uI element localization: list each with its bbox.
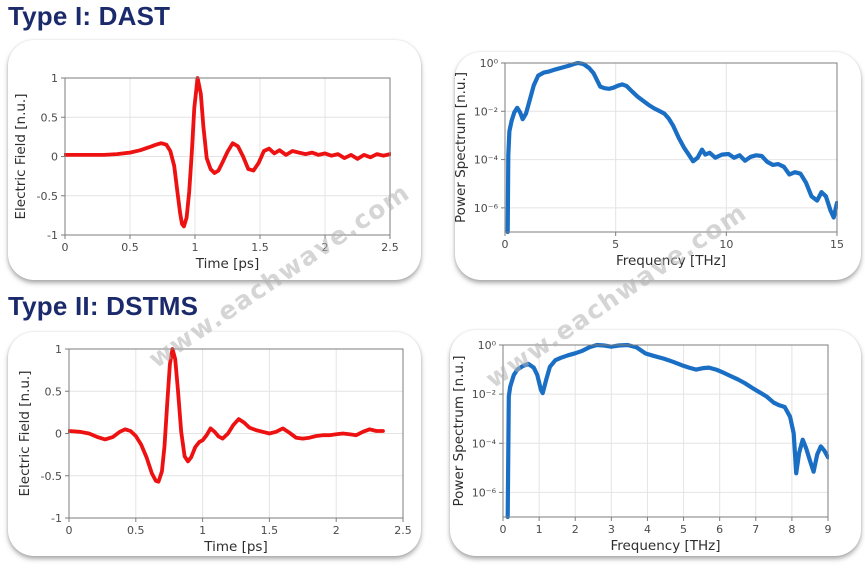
svg-text:0: 0: [502, 238, 509, 251]
svg-text:1.5: 1.5: [251, 241, 269, 254]
svg-text:5: 5: [612, 238, 619, 251]
grid-lines: [502, 344, 829, 517]
svg-text:0: 0: [66, 524, 73, 537]
svg-text:10: 10: [719, 238, 733, 251]
svg-text:10⁻²: 10⁻²: [474, 105, 498, 118]
tick-labels: 0 1 2 3 4 5 6 7 8 9 10⁰ 10⁻² 10⁻⁴ 10⁻⁶: [472, 339, 832, 536]
svg-text:0.5: 0.5: [121, 241, 139, 254]
y-axis-label: Electric Field [n.u.]: [17, 371, 33, 497]
svg-text:1: 1: [55, 343, 62, 356]
chart-dstms-power-spectrum: 0 1 2 3 4 5 6 7 8 9 10⁰ 10⁻² 10⁻⁴ 10⁻⁶ Frequency [THz]…: [451, 339, 832, 554]
svg-text:-1: -1: [51, 512, 62, 525]
tick-marks: [65, 348, 404, 522]
svg-text:-0.5: -0.5: [41, 470, 62, 483]
svg-text:7: 7: [752, 523, 759, 536]
svg-text:8: 8: [788, 523, 795, 536]
svg-text:0.5: 0.5: [127, 524, 145, 537]
dast-power-spectrum-trace: [505, 60, 838, 234]
chart-dast-time-waveform: 0 0.5 1 1.5 2 2.5 -1 -0.5 0 0.5 1 Time [ps] Electric…: [13, 72, 399, 272]
svg-text:0: 0: [500, 523, 507, 536]
section-title-dstms: Type II: DSTMS: [8, 291, 199, 321]
svg-text:-0.5: -0.5: [37, 190, 58, 203]
svg-text:10⁻⁴: 10⁻⁴: [474, 154, 499, 167]
card-dstms-spectrum: 0 1 2 3 4 5 6 7 8 9 10⁰ 10⁻² 10⁻⁴ 10⁻⁶ Frequency [THz]…: [450, 330, 861, 556]
svg-text:9: 9: [825, 523, 832, 536]
tick-marks: [501, 62, 838, 236]
svg-text:10⁻⁶: 10⁻⁶: [472, 486, 497, 499]
card-dast-spectrum: 0 5 10 15 10⁰ 10⁻² 10⁻⁴ 10⁻⁶ Frequency [THz] Powe…: [455, 52, 861, 280]
axes-box: [502, 344, 829, 518]
svg-text:2: 2: [322, 241, 329, 254]
svg-text:2: 2: [333, 524, 340, 537]
svg-text:15: 15: [830, 238, 844, 251]
svg-text:10⁻²: 10⁻²: [472, 388, 496, 401]
svg-text:6: 6: [716, 523, 723, 536]
svg-text:10⁻⁶: 10⁻⁶: [474, 202, 499, 215]
x-axis-label: Time [ps]: [203, 539, 267, 555]
svg-text:1: 1: [536, 523, 543, 536]
svg-text:3: 3: [608, 523, 615, 536]
svg-text:1: 1: [51, 72, 58, 85]
svg-text:10⁰: 10⁰: [478, 339, 497, 352]
svg-text:0: 0: [62, 241, 69, 254]
dast-time-waveform-trace: [64, 76, 391, 229]
svg-text:2: 2: [572, 523, 579, 536]
card-dast-time: 0 0.5 1 1.5 2 2.5 -1 -0.5 0 0.5 1 Time [ps] Electric…: [8, 40, 421, 280]
x-axis-label: Time [ps]: [195, 256, 259, 272]
x-axis-label: Frequency [THz]: [610, 538, 720, 554]
tick-marks: [499, 344, 829, 521]
svg-text:0: 0: [51, 151, 58, 164]
svg-text:1.5: 1.5: [261, 524, 279, 537]
y-axis-label: Power Spectrum [n.u.]: [451, 355, 467, 506]
grid-lines: [504, 62, 838, 232]
section-title-dast: Type I: DAST: [8, 1, 171, 31]
chart-dstms-time-waveform: 0 0.5 1 1.5 2 2.5 -1 -0.5 0 0.5 1 Time [ps] Electric…: [17, 343, 412, 555]
svg-text:0: 0: [55, 428, 62, 441]
tick-marks: [61, 77, 391, 239]
svg-text:1: 1: [192, 241, 199, 254]
y-axis-label: Electric Field [n.u.]: [13, 94, 29, 220]
svg-text:10⁰: 10⁰: [480, 57, 499, 70]
svg-text:2.5: 2.5: [381, 241, 399, 254]
svg-text:-1: -1: [47, 229, 58, 242]
svg-text:0.5: 0.5: [45, 385, 63, 398]
svg-text:5: 5: [680, 523, 687, 536]
x-axis-label: Frequency [THz]: [616, 253, 726, 269]
axes-box: [504, 62, 838, 233]
tick-labels: 0 0.5 1 1.5 2 2.5 -1 -0.5 0 0.5 1: [41, 343, 412, 537]
svg-text:2.5: 2.5: [394, 524, 412, 537]
tick-labels: 0 5 10 15 10⁰ 10⁻² 10⁻⁴ 10⁻⁶: [474, 57, 844, 251]
dstms-time-waveform-trace: [68, 347, 385, 484]
svg-text:0.5: 0.5: [41, 111, 59, 124]
chart-dast-power-spectrum: 0 5 10 15 10⁰ 10⁻² 10⁻⁴ 10⁻⁶ Frequency [THz] Powe…: [455, 57, 844, 269]
card-dstms-time: 0 0.5 1 1.5 2 2.5 -1 -0.5 0 0.5 1 Time [ps] Electric…: [8, 332, 421, 556]
svg-text:10⁻⁴: 10⁻⁴: [472, 437, 497, 450]
tick-labels: 0 0.5 1 1.5 2 2.5 -1 -0.5 0 0.5 1: [37, 72, 399, 254]
svg-text:4: 4: [644, 523, 651, 536]
dstms-power-spectrum-trace: [505, 342, 829, 519]
svg-text:1: 1: [199, 524, 206, 537]
y-axis-label: Power Spectrum [n.u.]: [455, 72, 469, 223]
